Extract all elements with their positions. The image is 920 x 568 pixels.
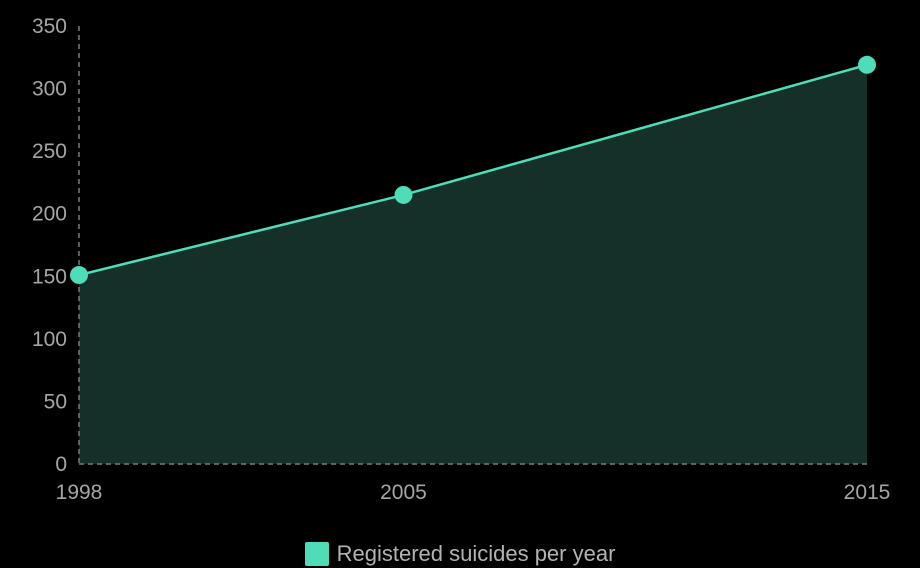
data-marks: [70, 55, 876, 285]
y-tick-label: 350: [32, 15, 67, 38]
data-point: [70, 266, 88, 285]
y-tick-label: 150: [32, 265, 67, 288]
y-tick-label: 300: [32, 78, 67, 101]
data-point: [858, 55, 876, 74]
axes: 0 50 100 150 200 250 300 350 1998 2005 2015: [32, 15, 890, 504]
legend-label: Registered suicides per year: [336, 541, 616, 566]
legend[interactable]: Registered suicides per year: [0, 540, 920, 568]
y-tick-label: 50: [44, 390, 67, 413]
y-tick-label: 100: [32, 328, 67, 351]
y-tick-label: 250: [32, 140, 67, 163]
y-tick-label: 0: [55, 453, 67, 476]
area-fill: [79, 64, 867, 465]
y-tick-label: 200: [32, 203, 67, 226]
x-tick-label: 2005: [380, 481, 427, 504]
data-point: [394, 185, 413, 204]
legend-swatch: [304, 542, 329, 566]
x-tick-label: 2015: [844, 481, 891, 504]
x-tick-label: 1998: [56, 481, 103, 504]
plot-area: [79, 64, 867, 465]
